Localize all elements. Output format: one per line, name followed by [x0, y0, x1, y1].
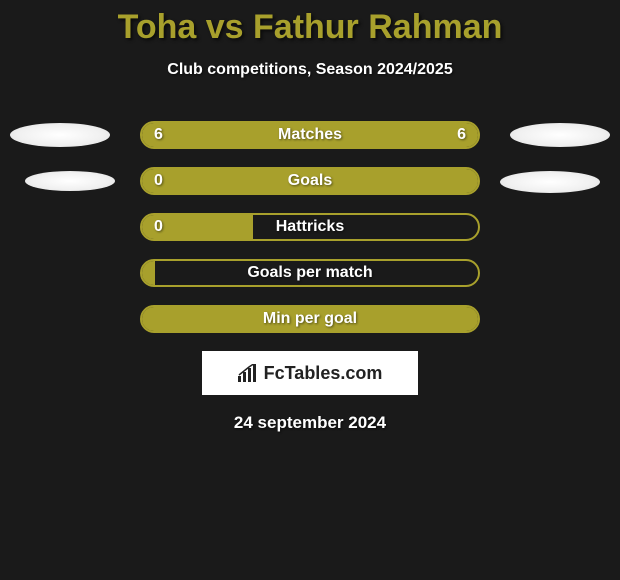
- bar-track: 0 Goals: [140, 167, 480, 195]
- fctables-logo: FcTables.com: [238, 363, 383, 384]
- stat-row-min-per-goal: Min per goal: [0, 305, 620, 333]
- bar-fill: [142, 307, 478, 331]
- date-label: 24 september 2024: [0, 413, 620, 433]
- player-ellipse-right: [510, 123, 610, 147]
- stat-row-goals-per-match: Goals per match: [0, 259, 620, 287]
- bar-fill: [142, 123, 478, 147]
- stat-value-left: 0: [142, 169, 175, 193]
- stat-row-goals: 0 Goals: [0, 167, 620, 195]
- stat-row-hattricks: 0 Hattricks: [0, 213, 620, 241]
- player-ellipse-left: [25, 171, 115, 191]
- bar-track: 6 Matches 6: [140, 121, 480, 149]
- bar-fill: [142, 261, 155, 285]
- comparison-widget: Toha vs Fathur Rahman Club competitions,…: [0, 0, 620, 433]
- stat-label: Goals per match: [142, 261, 478, 285]
- chart-icon: [238, 364, 260, 382]
- player-ellipse-right: [500, 171, 600, 193]
- stat-value-left: 0: [142, 215, 175, 239]
- bar-track: Min per goal: [140, 305, 480, 333]
- logo-text: FcTables.com: [264, 363, 383, 384]
- player-ellipse-left: [10, 123, 110, 147]
- stat-row-matches: 6 Matches 6: [0, 121, 620, 149]
- bar-track: Goals per match: [140, 259, 480, 287]
- stat-value-left: 6: [142, 123, 175, 147]
- stat-value-right: 6: [445, 123, 478, 147]
- page-title: Toha vs Fathur Rahman: [0, 8, 620, 47]
- fctables-logo-link[interactable]: FcTables.com: [202, 351, 418, 395]
- subtitle: Club competitions, Season 2024/2025: [0, 61, 620, 79]
- bar-fill: [142, 169, 478, 193]
- bar-track: 0 Hattricks: [140, 213, 480, 241]
